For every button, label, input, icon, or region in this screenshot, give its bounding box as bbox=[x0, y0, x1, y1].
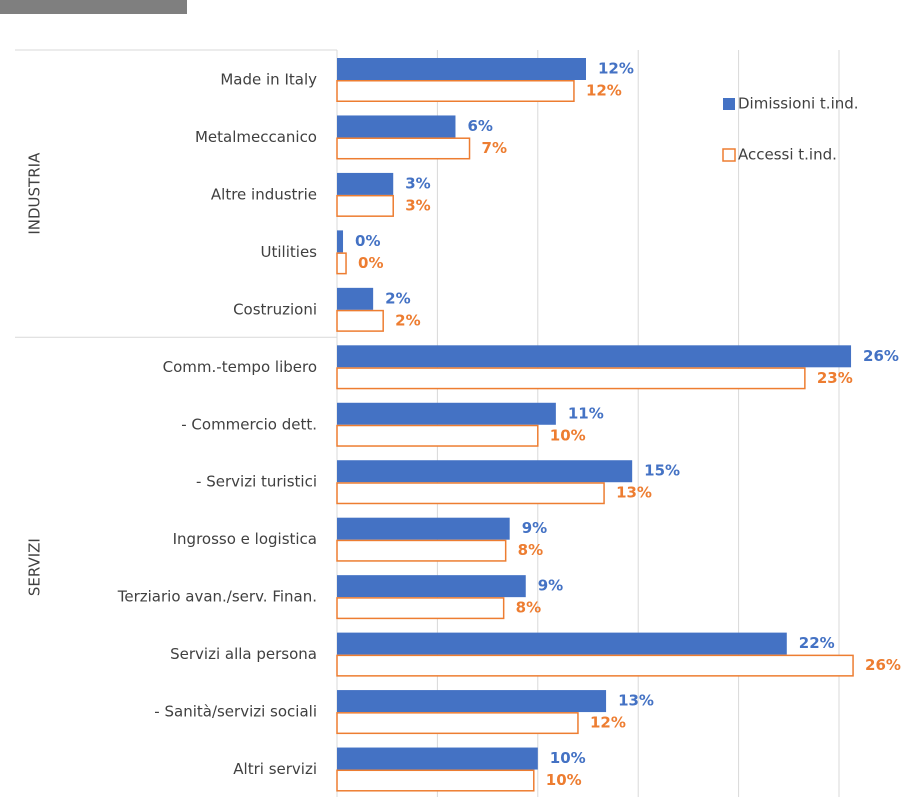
value-label: 2% bbox=[395, 311, 420, 329]
header-block bbox=[0, 0, 187, 14]
legend-swatch bbox=[722, 148, 736, 162]
value-label: 13% bbox=[616, 484, 652, 502]
y-tick-label: Comm.-tempo libero bbox=[163, 358, 317, 376]
bar bbox=[337, 172, 394, 195]
bar bbox=[337, 402, 556, 425]
value-label: 12% bbox=[590, 714, 626, 732]
bar bbox=[336, 252, 347, 275]
y-tick-label: Metalmeccanico bbox=[195, 128, 317, 146]
value-label: 0% bbox=[355, 232, 380, 250]
value-label: 15% bbox=[644, 462, 680, 480]
y-tick-label: - Commercio dett. bbox=[181, 415, 317, 433]
bar bbox=[337, 287, 374, 310]
y-tick-label: Ingrosso e logistica bbox=[173, 530, 317, 548]
value-label: 11% bbox=[568, 404, 604, 422]
bar bbox=[337, 690, 607, 713]
y-tick-label: Utilities bbox=[261, 243, 318, 261]
value-label: 10% bbox=[550, 426, 586, 444]
bar bbox=[337, 747, 538, 770]
value-label: 8% bbox=[518, 541, 543, 559]
group-label: SERVIZI bbox=[26, 538, 44, 596]
bar bbox=[337, 517, 510, 540]
legend-label: Dimissioni t.ind. bbox=[738, 95, 859, 113]
y-tick-label: Costruzioni bbox=[233, 300, 317, 318]
bar bbox=[336, 367, 806, 390]
value-label: 12% bbox=[598, 60, 634, 78]
bar bbox=[337, 460, 633, 483]
bar bbox=[336, 424, 539, 447]
value-label: 13% bbox=[618, 692, 654, 710]
value-label: 23% bbox=[817, 369, 853, 387]
value-label: 9% bbox=[538, 577, 563, 595]
y-tick-label: - Servizi turistici bbox=[196, 473, 317, 491]
value-label: 6% bbox=[467, 117, 492, 135]
y-tick-label: Terziario avan./serv. Finan. bbox=[117, 588, 317, 606]
bar bbox=[336, 539, 507, 562]
value-label: 7% bbox=[482, 139, 507, 157]
bar bbox=[336, 712, 579, 735]
y-tick-label: Made in Italy bbox=[220, 71, 317, 89]
bar bbox=[337, 345, 852, 368]
value-label: 8% bbox=[516, 599, 541, 617]
y-tick-label: Servizi alla persona bbox=[170, 645, 317, 663]
value-label: 22% bbox=[799, 634, 835, 652]
bar bbox=[337, 115, 456, 138]
y-tick-label: Altre industrie bbox=[211, 185, 317, 203]
legend-label: Accessi t.ind. bbox=[738, 146, 837, 164]
bar bbox=[336, 769, 535, 792]
value-label: 3% bbox=[405, 174, 430, 192]
bar bbox=[336, 654, 854, 677]
group-label: INDUSTRIA bbox=[26, 152, 44, 235]
value-label: 9% bbox=[522, 519, 547, 537]
value-label: 2% bbox=[385, 289, 410, 307]
bar bbox=[336, 309, 384, 332]
bar bbox=[336, 597, 505, 620]
y-tick-label: - Sanità/servizi sociali bbox=[154, 703, 317, 721]
value-label: 3% bbox=[405, 196, 430, 214]
value-label: 0% bbox=[358, 254, 383, 272]
value-label: 10% bbox=[546, 771, 582, 789]
value-label: 26% bbox=[863, 347, 899, 365]
bar bbox=[337, 632, 787, 655]
bar bbox=[337, 58, 586, 80]
bar bbox=[337, 230, 344, 253]
bar bbox=[336, 137, 471, 160]
legend-swatch bbox=[723, 98, 735, 110]
bar bbox=[336, 482, 605, 505]
bar bbox=[336, 194, 394, 217]
y-tick-label: Altri servizi bbox=[233, 760, 317, 778]
value-label: 10% bbox=[550, 749, 586, 767]
value-label: 26% bbox=[865, 656, 901, 674]
bar bbox=[337, 575, 526, 598]
bar bbox=[336, 80, 575, 102]
value-label: 12% bbox=[586, 82, 622, 100]
